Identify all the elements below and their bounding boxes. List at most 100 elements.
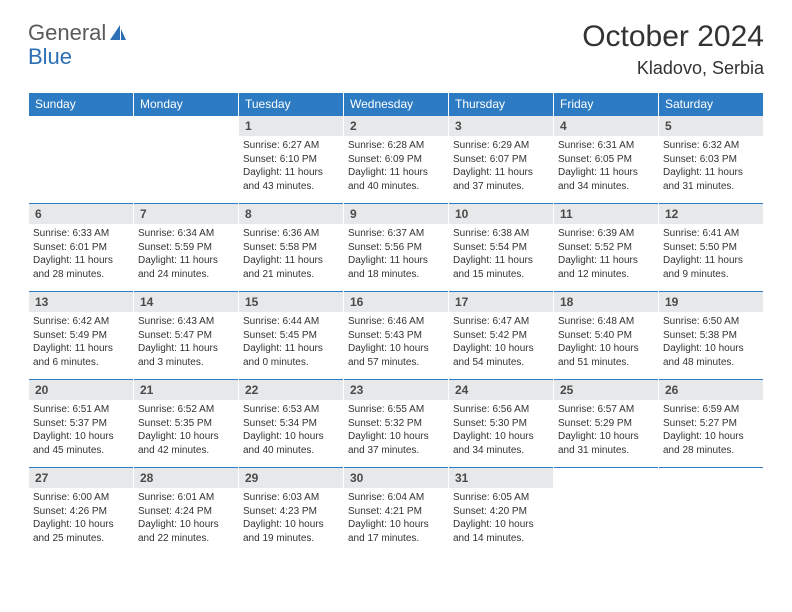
week-row: 27Sunrise: 6:00 AMSunset: 4:26 PMDayligh… <box>29 467 763 555</box>
calendar-table: SundayMondayTuesdayWednesdayThursdayFrid… <box>28 93 764 555</box>
logo-text-general: General <box>28 20 106 46</box>
logo-line2: Blue <box>28 44 72 70</box>
weekday-header: Friday <box>554 93 658 115</box>
day-details: Sunrise: 6:43 AMSunset: 5:47 PMDaylight:… <box>134 312 238 371</box>
day-details: Sunrise: 6:03 AMSunset: 4:23 PMDaylight:… <box>239 488 343 547</box>
day-number: 1 <box>239 116 343 136</box>
day-details: Sunrise: 6:53 AMSunset: 5:34 PMDaylight:… <box>239 400 343 459</box>
header: General October 2024 Kladovo, Serbia <box>28 20 764 79</box>
day-number: 20 <box>29 380 133 400</box>
day-details: Sunrise: 6:46 AMSunset: 5:43 PMDaylight:… <box>344 312 448 371</box>
day-details: Sunrise: 6:04 AMSunset: 4:21 PMDaylight:… <box>344 488 448 547</box>
day-number: 21 <box>134 380 238 400</box>
weekday-header: Thursday <box>449 93 553 115</box>
day-number: 6 <box>29 204 133 224</box>
day-number: 30 <box>344 468 448 488</box>
day-details: Sunrise: 6:00 AMSunset: 4:26 PMDaylight:… <box>29 488 133 547</box>
day-number: 12 <box>659 204 763 224</box>
day-number: 7 <box>134 204 238 224</box>
day-number: 15 <box>239 292 343 312</box>
day-number: 17 <box>449 292 553 312</box>
day-cell: 5Sunrise: 6:32 AMSunset: 6:03 PMDaylight… <box>659 115 763 203</box>
day-cell: 20Sunrise: 6:51 AMSunset: 5:37 PMDayligh… <box>29 379 133 467</box>
day-details: Sunrise: 6:31 AMSunset: 6:05 PMDaylight:… <box>554 136 658 195</box>
day-cell: 30Sunrise: 6:04 AMSunset: 4:21 PMDayligh… <box>344 467 448 555</box>
day-number: 3 <box>449 116 553 136</box>
day-cell: 9Sunrise: 6:37 AMSunset: 5:56 PMDaylight… <box>344 203 448 291</box>
day-number: 4 <box>554 116 658 136</box>
day-cell: 8Sunrise: 6:36 AMSunset: 5:58 PMDaylight… <box>239 203 343 291</box>
day-cell: 12Sunrise: 6:41 AMSunset: 5:50 PMDayligh… <box>659 203 763 291</box>
day-number: 23 <box>344 380 448 400</box>
day-details: Sunrise: 6:05 AMSunset: 4:20 PMDaylight:… <box>449 488 553 547</box>
day-cell: 7Sunrise: 6:34 AMSunset: 5:59 PMDaylight… <box>134 203 238 291</box>
day-number: 25 <box>554 380 658 400</box>
weekday-header: Monday <box>134 93 238 115</box>
title-block: October 2024 Kladovo, Serbia <box>582 20 764 79</box>
day-cell: 31Sunrise: 6:05 AMSunset: 4:20 PMDayligh… <box>449 467 553 555</box>
day-details: Sunrise: 6:50 AMSunset: 5:38 PMDaylight:… <box>659 312 763 371</box>
day-number: 13 <box>29 292 133 312</box>
day-cell: .. <box>659 467 763 555</box>
day-details: Sunrise: 6:59 AMSunset: 5:27 PMDaylight:… <box>659 400 763 459</box>
day-details: Sunrise: 6:44 AMSunset: 5:45 PMDaylight:… <box>239 312 343 371</box>
day-cell: 19Sunrise: 6:50 AMSunset: 5:38 PMDayligh… <box>659 291 763 379</box>
sail-icon <box>108 23 128 43</box>
day-details: Sunrise: 6:52 AMSunset: 5:35 PMDaylight:… <box>134 400 238 459</box>
day-details: Sunrise: 6:55 AMSunset: 5:32 PMDaylight:… <box>344 400 448 459</box>
day-details: Sunrise: 6:57 AMSunset: 5:29 PMDaylight:… <box>554 400 658 459</box>
day-number: 24 <box>449 380 553 400</box>
day-details: Sunrise: 6:51 AMSunset: 5:37 PMDaylight:… <box>29 400 133 459</box>
day-cell: 24Sunrise: 6:56 AMSunset: 5:30 PMDayligh… <box>449 379 553 467</box>
day-cell: .. <box>554 467 658 555</box>
week-row: 6Sunrise: 6:33 AMSunset: 6:01 PMDaylight… <box>29 203 763 291</box>
day-cell: 18Sunrise: 6:48 AMSunset: 5:40 PMDayligh… <box>554 291 658 379</box>
day-number: 16 <box>344 292 448 312</box>
logo: General <box>28 20 128 46</box>
day-number: 18 <box>554 292 658 312</box>
day-number: 22 <box>239 380 343 400</box>
day-details: Sunrise: 6:32 AMSunset: 6:03 PMDaylight:… <box>659 136 763 195</box>
day-details: Sunrise: 6:36 AMSunset: 5:58 PMDaylight:… <box>239 224 343 283</box>
day-details: Sunrise: 6:34 AMSunset: 5:59 PMDaylight:… <box>134 224 238 283</box>
day-cell: 11Sunrise: 6:39 AMSunset: 5:52 PMDayligh… <box>554 203 658 291</box>
day-number: 31 <box>449 468 553 488</box>
location: Kladovo, Serbia <box>582 58 764 79</box>
day-details: Sunrise: 6:47 AMSunset: 5:42 PMDaylight:… <box>449 312 553 371</box>
day-cell: 27Sunrise: 6:00 AMSunset: 4:26 PMDayligh… <box>29 467 133 555</box>
day-details: Sunrise: 6:01 AMSunset: 4:24 PMDaylight:… <box>134 488 238 547</box>
day-number: 2 <box>344 116 448 136</box>
weekday-header-row: SundayMondayTuesdayWednesdayThursdayFrid… <box>29 93 763 115</box>
day-number: 28 <box>134 468 238 488</box>
day-number: 19 <box>659 292 763 312</box>
day-number: 8 <box>239 204 343 224</box>
day-details: Sunrise: 6:27 AMSunset: 6:10 PMDaylight:… <box>239 136 343 195</box>
day-number: 10 <box>449 204 553 224</box>
day-cell: 22Sunrise: 6:53 AMSunset: 5:34 PMDayligh… <box>239 379 343 467</box>
day-number: 5 <box>659 116 763 136</box>
day-number: 11 <box>554 204 658 224</box>
day-number: 27 <box>29 468 133 488</box>
day-cell: 21Sunrise: 6:52 AMSunset: 5:35 PMDayligh… <box>134 379 238 467</box>
day-details: Sunrise: 6:42 AMSunset: 5:49 PMDaylight:… <box>29 312 133 371</box>
day-cell: 6Sunrise: 6:33 AMSunset: 6:01 PMDaylight… <box>29 203 133 291</box>
week-row: 20Sunrise: 6:51 AMSunset: 5:37 PMDayligh… <box>29 379 763 467</box>
day-cell: 17Sunrise: 6:47 AMSunset: 5:42 PMDayligh… <box>449 291 553 379</box>
day-details: Sunrise: 6:48 AMSunset: 5:40 PMDaylight:… <box>554 312 658 371</box>
day-cell: 13Sunrise: 6:42 AMSunset: 5:49 PMDayligh… <box>29 291 133 379</box>
day-details: Sunrise: 6:29 AMSunset: 6:07 PMDaylight:… <box>449 136 553 195</box>
weekday-header: Saturday <box>659 93 763 115</box>
day-number: 9 <box>344 204 448 224</box>
day-number: 29 <box>239 468 343 488</box>
day-details: Sunrise: 6:41 AMSunset: 5:50 PMDaylight:… <box>659 224 763 283</box>
day-details: Sunrise: 6:38 AMSunset: 5:54 PMDaylight:… <box>449 224 553 283</box>
day-cell: 25Sunrise: 6:57 AMSunset: 5:29 PMDayligh… <box>554 379 658 467</box>
day-cell: 23Sunrise: 6:55 AMSunset: 5:32 PMDayligh… <box>344 379 448 467</box>
day-cell: 10Sunrise: 6:38 AMSunset: 5:54 PMDayligh… <box>449 203 553 291</box>
weekday-header: Wednesday <box>344 93 448 115</box>
weekday-header: Tuesday <box>239 93 343 115</box>
day-cell: .. <box>29 115 133 203</box>
logo-text-blue: Blue <box>28 44 72 69</box>
day-cell: .. <box>134 115 238 203</box>
day-details: Sunrise: 6:33 AMSunset: 6:01 PMDaylight:… <box>29 224 133 283</box>
